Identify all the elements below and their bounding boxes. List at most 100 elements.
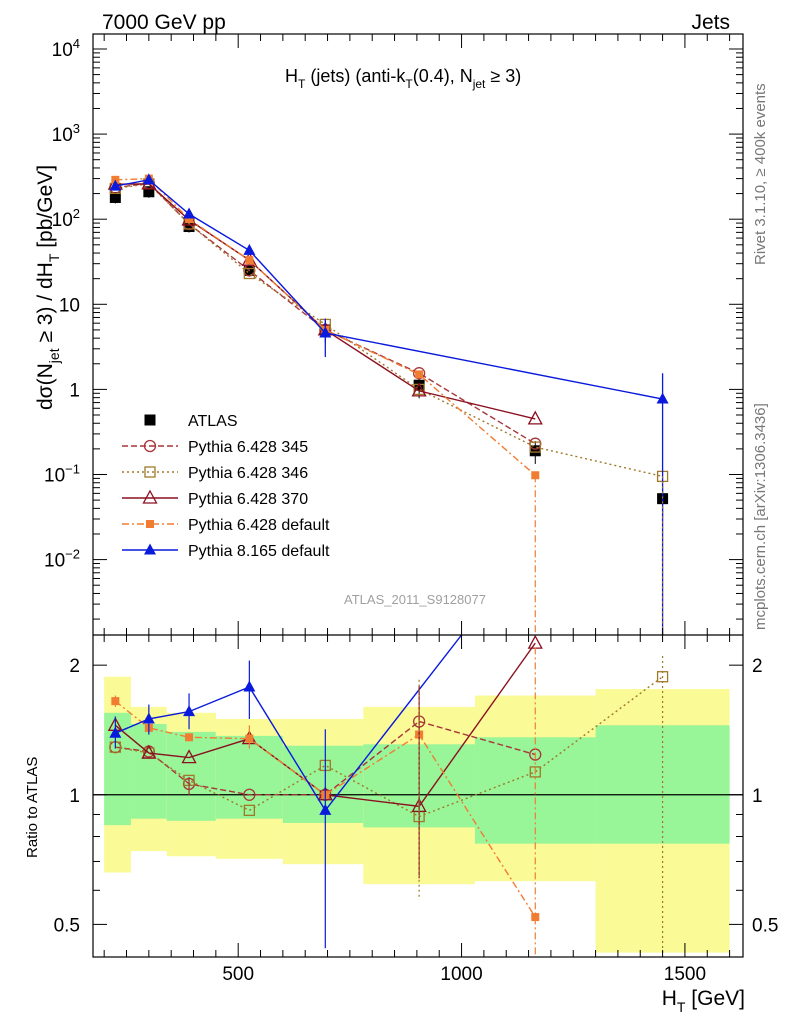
data-point bbox=[245, 256, 254, 265]
x-tick-label: 1000 bbox=[440, 964, 482, 985]
ratio-y-tick-label-left: 2 bbox=[69, 656, 80, 677]
legend-marker bbox=[146, 520, 154, 528]
series-line bbox=[115, 182, 536, 445]
series-p346 bbox=[109, 178, 669, 483]
title-part: (jets) (anti-k bbox=[305, 66, 406, 86]
title-sub: jet bbox=[472, 77, 486, 91]
data-point bbox=[529, 441, 541, 453]
ratio-point bbox=[243, 804, 256, 817]
legend-marker bbox=[144, 414, 156, 426]
legend-item-p345: Pythia 6.428 345 bbox=[122, 439, 308, 456]
legend-label: Pythia 6.428 346 bbox=[188, 465, 308, 482]
data-point bbox=[183, 221, 195, 233]
y-tick-label: 103 bbox=[52, 121, 80, 146]
xlabel-part: [GeV] bbox=[685, 987, 745, 1010]
main-panel-series bbox=[107, 173, 669, 635]
y-tick-label: 10 bbox=[59, 295, 80, 316]
ratio-y-tick-label-left: 1 bbox=[69, 786, 80, 807]
data-point bbox=[529, 445, 541, 457]
legend-item-atlas: ATLAS bbox=[144, 413, 238, 430]
main-y-axis-label: dσ(Njet ≥ 3) / dHT [pb/GeV] bbox=[34, 165, 62, 410]
y-tick-label: 10−2 bbox=[44, 547, 80, 572]
ratio-point bbox=[185, 733, 194, 742]
tick-base: 10 bbox=[52, 125, 73, 146]
ratio-point bbox=[181, 749, 197, 764]
mcplots-reference-label: mcplots.cern.ch [arXiv:1306.3436] bbox=[752, 403, 769, 630]
series-p345 bbox=[109, 177, 542, 450]
title-part: (0.4), N bbox=[413, 66, 473, 86]
legend-item-p370: Pythia 6.428 370 bbox=[122, 489, 308, 508]
series-line bbox=[115, 179, 663, 400]
data-point bbox=[185, 215, 194, 224]
data-point bbox=[143, 186, 155, 198]
data-point bbox=[109, 179, 122, 191]
tick-exponent: 2 bbox=[73, 206, 80, 221]
series-line bbox=[115, 183, 536, 420]
legend-label: Pythia 6.428 345 bbox=[188, 439, 308, 456]
ylabel-sub: T bbox=[46, 253, 62, 262]
series-p370 bbox=[107, 175, 543, 425]
y-tick-label: 104 bbox=[52, 36, 80, 61]
legend-item-p8def: Pythia 8.165 default bbox=[122, 543, 330, 560]
y-tick-label: 102 bbox=[52, 206, 80, 231]
y-tick-label: 10−1 bbox=[44, 461, 80, 486]
tick-exponent: 3 bbox=[73, 121, 80, 136]
tick-base: 10 bbox=[44, 551, 65, 572]
main-plot-title: HT (jets) (anti-kT(0.4), Njet ≥ 3) bbox=[285, 66, 521, 91]
ratio-uncertainty-bands bbox=[104, 676, 730, 953]
ratio-point bbox=[531, 913, 540, 922]
series-line bbox=[115, 183, 663, 478]
legend-label: ATLAS bbox=[188, 413, 238, 430]
data-point bbox=[109, 191, 121, 203]
ylabel-part: [pb/GeV] bbox=[34, 165, 57, 254]
legend-item-p346: Pythia 6.428 346 bbox=[122, 465, 308, 482]
ratio-line bbox=[115, 720, 536, 796]
ratio-y-tick-label-right: 2 bbox=[752, 656, 763, 677]
legend-item-p6def: Pythia 6.428 default bbox=[122, 517, 330, 534]
band-green bbox=[130, 724, 167, 819]
tick-base: 10 bbox=[52, 210, 73, 231]
ylabel-part: ≥ 3) / dH bbox=[34, 262, 57, 348]
legend: ATLAS Pythia 6.428 345 Pythia 6.428 346 Pyt… bbox=[122, 413, 330, 560]
ratio-point bbox=[529, 766, 541, 778]
legend-marker bbox=[144, 543, 156, 555]
data-point bbox=[243, 243, 256, 255]
header-energy-label: 7000 GeV pp bbox=[102, 11, 226, 34]
ratio-y-tick-label-right: 0.5 bbox=[752, 915, 778, 936]
legend-label: Pythia 8.165 default bbox=[188, 543, 330, 560]
data-point bbox=[527, 410, 543, 425]
ratio-point bbox=[243, 788, 256, 801]
tick-exponent: −2 bbox=[65, 547, 80, 562]
legend-label: Pythia 6.428 370 bbox=[188, 491, 308, 508]
frame bbox=[92, 33, 744, 958]
header-process-label: Jets bbox=[691, 11, 730, 34]
title-sub: T bbox=[405, 77, 413, 91]
y-tick-label: 1 bbox=[69, 380, 80, 401]
ratio-point bbox=[141, 744, 157, 759]
ratio-y-axis-label: Ratio to ATLAS bbox=[24, 757, 41, 858]
x-tick-label: 500 bbox=[222, 964, 254, 985]
data-point bbox=[415, 370, 424, 379]
series-p8def bbox=[109, 173, 669, 404]
tick-exponent: 4 bbox=[73, 36, 80, 51]
xlabel-part: H bbox=[662, 987, 677, 1010]
tick-base: 10 bbox=[52, 40, 73, 61]
x-tick-label: 1500 bbox=[664, 964, 706, 985]
ylabel-part: dσ(N bbox=[34, 363, 57, 410]
ratio-panel-series bbox=[107, 635, 669, 957]
band-green bbox=[595, 725, 730, 844]
band-green bbox=[166, 731, 216, 821]
legend-marker bbox=[143, 439, 157, 453]
tick-base: 10 bbox=[44, 465, 65, 486]
data-point bbox=[142, 173, 155, 185]
ratio-y-tick-label-left: 0.5 bbox=[54, 915, 80, 936]
x-axis-label: HT [GeV] bbox=[662, 987, 745, 1015]
ratio-y-tick-label-right: 1 bbox=[752, 786, 763, 807]
legend-marker bbox=[142, 489, 158, 504]
ratio-point bbox=[527, 635, 543, 649]
data-point bbox=[412, 367, 426, 380]
title-part: H bbox=[285, 66, 298, 86]
data-point bbox=[411, 382, 427, 397]
data-point bbox=[243, 267, 256, 280]
